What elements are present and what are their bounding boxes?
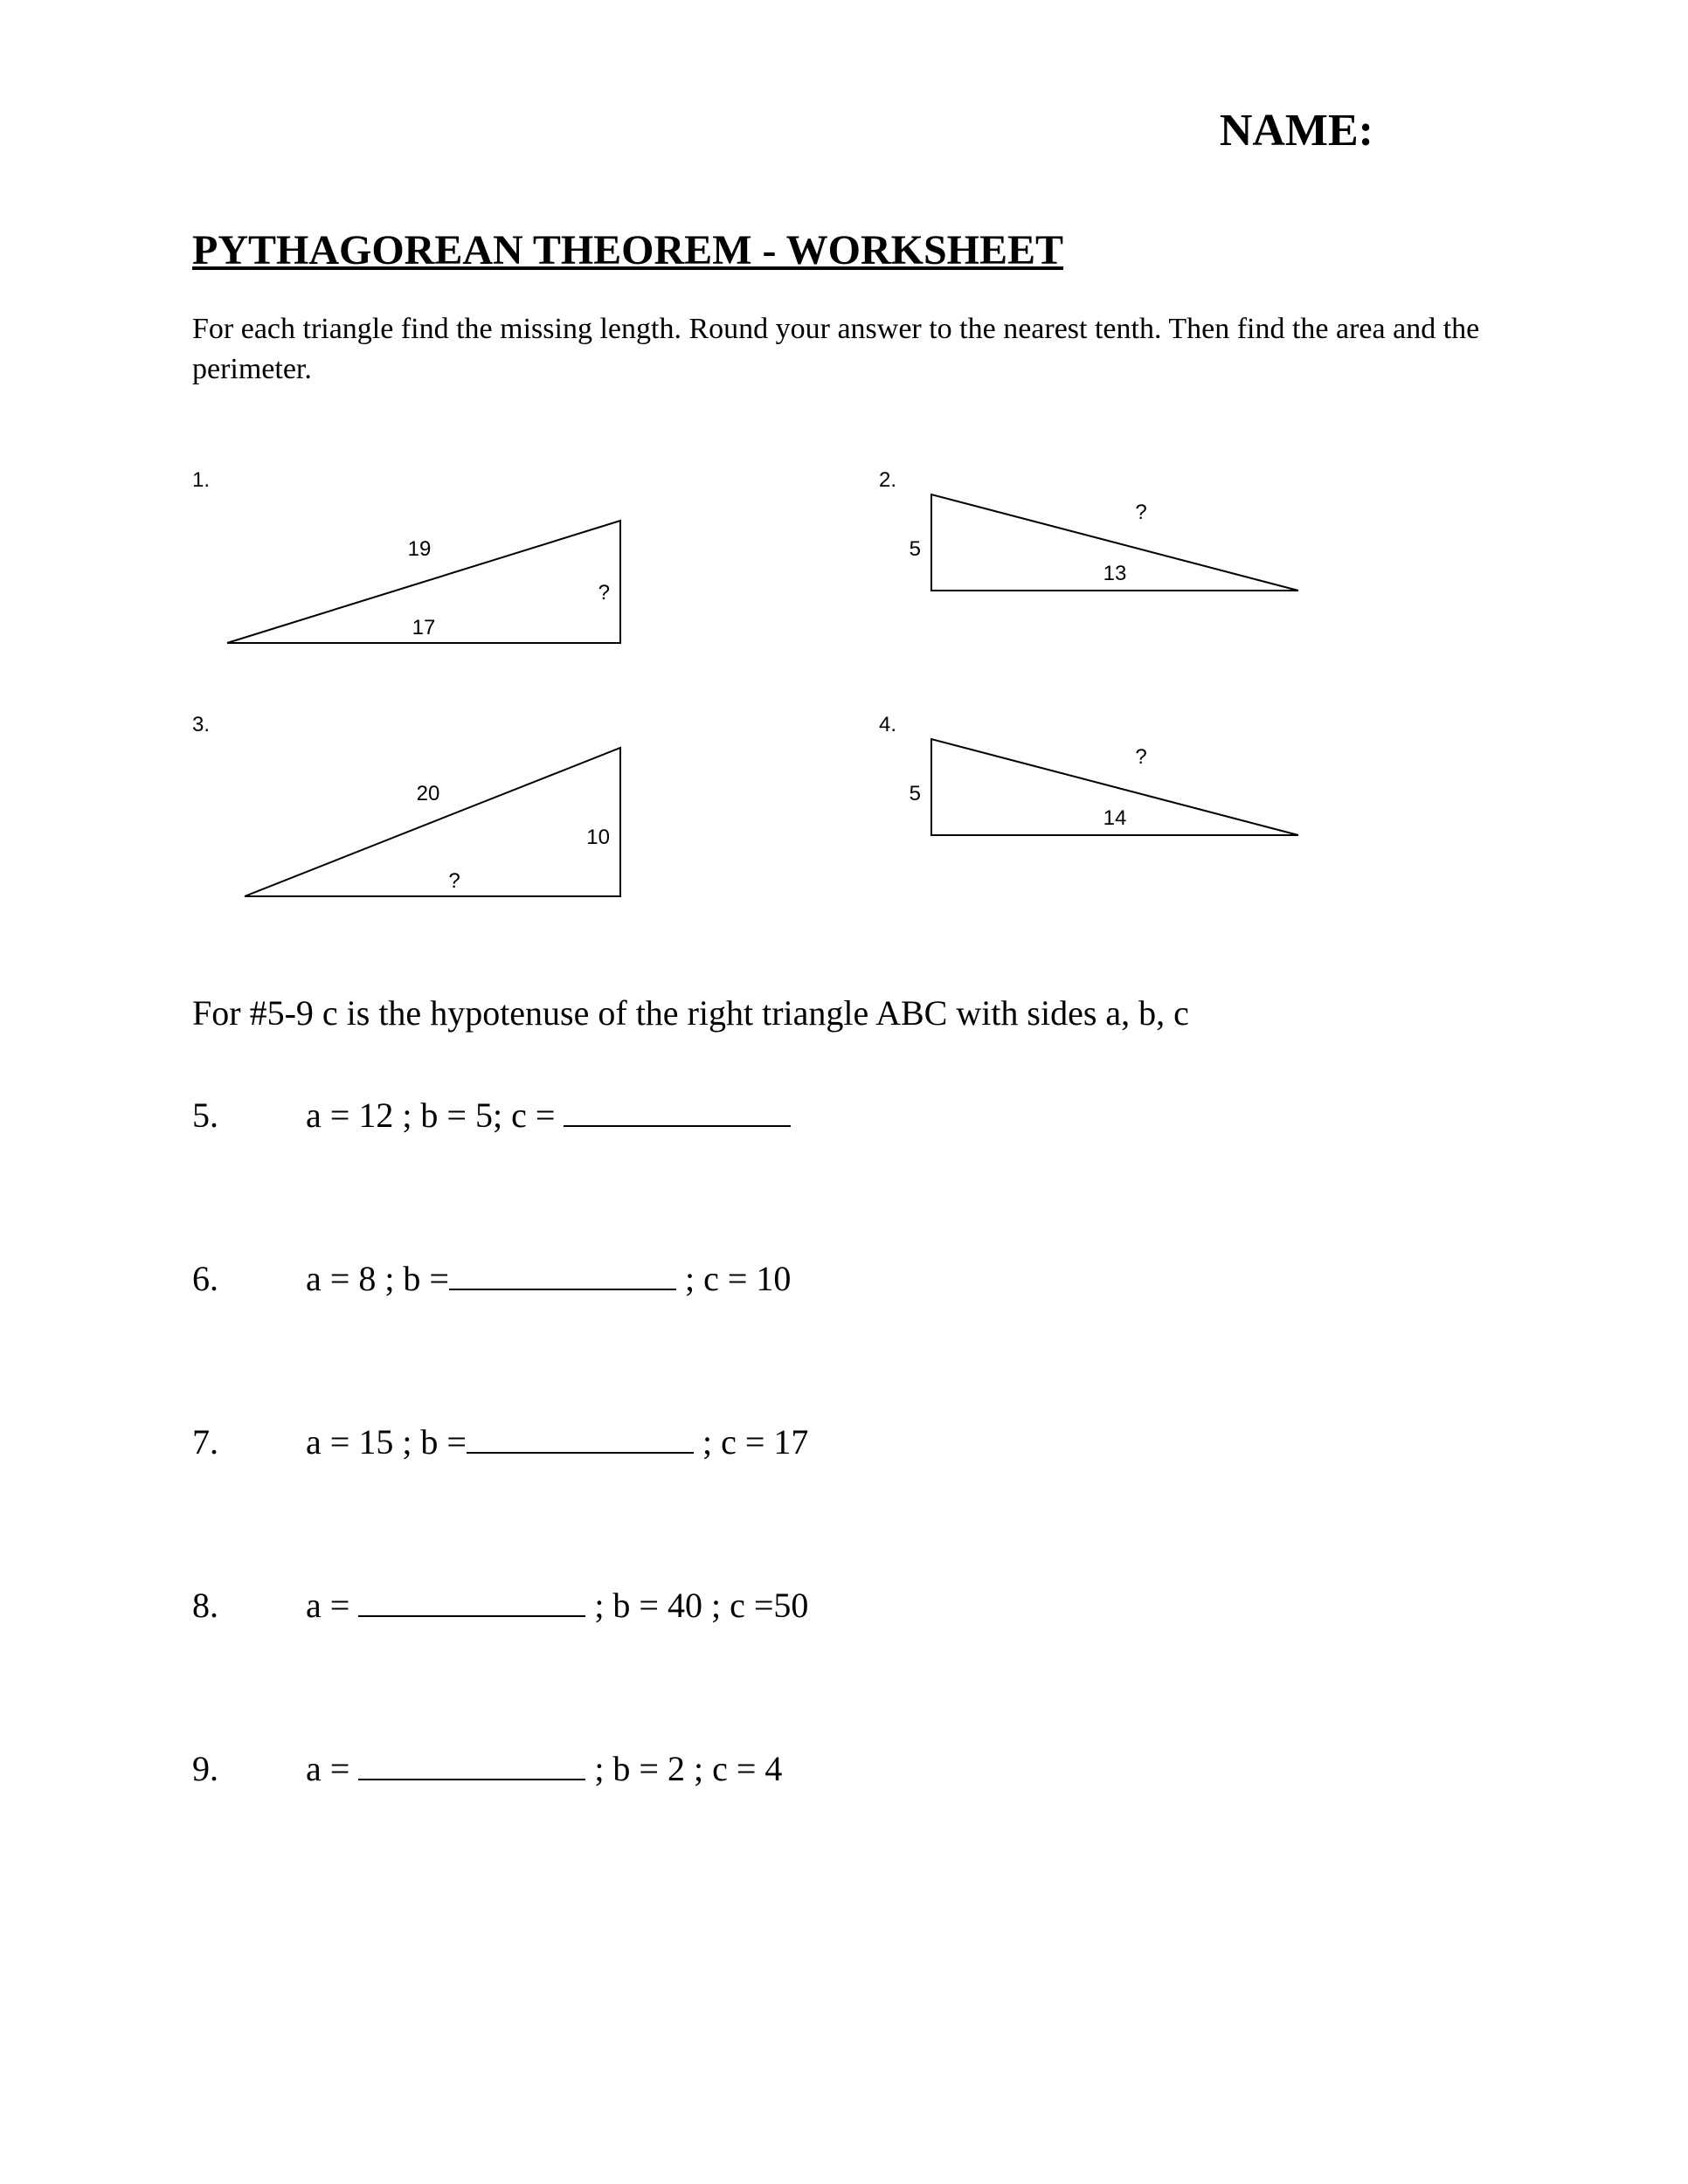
question-7-blank[interactable]: [467, 1422, 694, 1454]
triangle-3-base-label: ?: [448, 869, 460, 893]
question-8-post: ; b = 40 ; c =50: [585, 1586, 808, 1625]
triangle-3-right-label: 10: [586, 826, 610, 849]
question-8-text: a = ; b = 40 ; c =50: [306, 1585, 1513, 1626]
triangle-4-number: 4.: [879, 713, 896, 737]
question-6-text: a = 8 ; b = ; c = 10: [306, 1258, 1513, 1299]
triangle-3-svg: 20 ? 10: [192, 713, 681, 914]
triangle-1-base-label: 17: [412, 616, 436, 639]
question-8: 8. a = ; b = 40 ; c =50: [192, 1585, 1513, 1626]
triangle-2-svg: ? 5 13: [879, 468, 1368, 625]
triangle-2-top-label: ?: [1135, 501, 1146, 524]
question-8-blank[interactable]: [358, 1586, 585, 1617]
triangle-4-top-label: ?: [1135, 745, 1146, 769]
question-9-text: a = ; b = 2 ; c = 4: [306, 1748, 1513, 1789]
triangle-2-number: 2.: [879, 468, 896, 493]
question-9-number: 9.: [192, 1748, 306, 1789]
question-5-number: 5.: [192, 1095, 306, 1136]
question-8-pre: a =: [306, 1586, 358, 1625]
triangle-3-hyp-label: 20: [417, 782, 440, 805]
question-9-post: ; b = 2 ; c = 4: [585, 1749, 782, 1788]
triangle-2-cell: 2. ? 5 13: [879, 468, 1513, 660]
triangle-1-svg: 19 17 ?: [192, 468, 681, 660]
triangle-4-svg: ? 5 14: [879, 713, 1368, 870]
question-8-number: 8.: [192, 1585, 306, 1626]
triangle-1-hyp-label: 19: [408, 537, 432, 561]
subheading: For #5-9 c is the hypotenuse of the righ…: [192, 992, 1513, 1033]
question-6-blank[interactable]: [449, 1259, 676, 1290]
triangle-2-left-label: 5: [910, 537, 921, 561]
question-7-pre: a = 15 ; b =: [306, 1422, 467, 1462]
triangle-3-number: 3.: [192, 713, 210, 737]
triangle-4-base-label: 14: [1103, 806, 1127, 830]
question-9-blank[interactable]: [358, 1749, 585, 1780]
question-5-pre: a = 12 ; b = 5; c =: [306, 1095, 564, 1135]
question-7-number: 7.: [192, 1421, 306, 1462]
question-6-number: 6.: [192, 1258, 306, 1299]
worksheet-title: PYTHAGOREAN THEOREM - WORKSHEET: [192, 226, 1513, 274]
triangle-4-left-label: 5: [910, 782, 921, 805]
triangle-4-cell: 4. ? 5 14: [879, 713, 1513, 914]
triangle-1-right-label: ?: [598, 581, 610, 605]
triangle-1-cell: 1. 19 17 ?: [192, 468, 827, 660]
triangles-grid: 1. 19 17 ? 2. ? 5 13 3. 20 ? 10 4.: [192, 468, 1513, 914]
question-9: 9. a = ; b = 2 ; c = 4: [192, 1748, 1513, 1789]
question-7: 7. a = 15 ; b = ; c = 17: [192, 1421, 1513, 1462]
question-7-post: ; c = 17: [694, 1422, 808, 1462]
question-5-text: a = 12 ; b = 5; c =: [306, 1095, 1513, 1136]
question-9-pre: a =: [306, 1749, 358, 1788]
name-label: NAME:: [192, 105, 1513, 156]
question-6-pre: a = 8 ; b =: [306, 1259, 449, 1298]
triangle-2-base-label: 13: [1103, 562, 1127, 585]
instructions-text: For each triangle find the missing lengt…: [192, 309, 1513, 390]
triangle-1-number: 1.: [192, 468, 210, 493]
question-7-text: a = 15 ; b = ; c = 17: [306, 1421, 1513, 1462]
question-5: 5. a = 12 ; b = 5; c =: [192, 1095, 1513, 1136]
question-6: 6. a = 8 ; b = ; c = 10: [192, 1258, 1513, 1299]
question-6-post: ; c = 10: [676, 1259, 791, 1298]
triangle-3-cell: 3. 20 ? 10: [192, 713, 827, 914]
question-5-blank[interactable]: [564, 1095, 791, 1127]
